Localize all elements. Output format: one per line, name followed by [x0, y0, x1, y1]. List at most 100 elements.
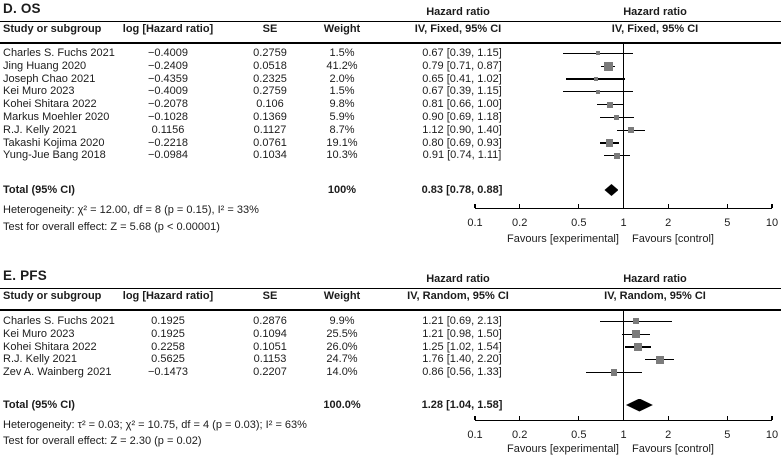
hr-ci-value: 0.65 [0.41, 1.02] [422, 72, 502, 85]
se-value: 0.1094 [253, 327, 287, 340]
se-value: 0.2876 [253, 315, 287, 327]
axis-tick-label: 1 [620, 429, 627, 441]
header-bottom-rule [0, 42, 781, 44]
axis-tick-label: 5 [724, 217, 731, 229]
hr-ci-value: 0.79 [0.71, 0.87] [422, 59, 502, 72]
weight-value: 19.1% [326, 136, 358, 149]
effect-square [633, 343, 642, 351]
weight-value: 1.5% [329, 85, 355, 98]
weight-value: 10.3% [326, 149, 358, 162]
col-header-hr-ci: Hazard ratio IV, Fixed, 95% CI [415, 6, 501, 36]
study-row: R.J. Kelly 2021 0.5625 0.1153 24.7% 1.76 [1.… [0, 353, 560, 366]
forest-plot-area: 0.1 0.2 0.5 1 2 5 10 [467, 43, 778, 229]
se-value: 0.106 [256, 98, 284, 111]
hr-header-line2: IV, Fixed, 95% CI [414, 23, 502, 35]
total-weight: 100.0% [323, 398, 361, 411]
header-bottom-rule [0, 309, 781, 311]
hr-header-line2: IV, Random, 95% CI [407, 290, 509, 302]
axis-tick [726, 415, 728, 420]
study-row: Takashi Kojima 2020 −0.2218 0.0761 19.1% 0.8… [0, 137, 560, 150]
no-effect-line [622, 311, 625, 420]
summary-diamond [625, 398, 653, 412]
study-row: Yung-Jue Bang 2018 −0.0984 0.1034 10.3% 0.91… [0, 149, 560, 162]
panel-pfs: E. PFS Hazard ratio IV, Random, 95% CI H… [0, 267, 781, 456]
summary-diamond [604, 184, 619, 196]
log-hr-value: 0.1925 [151, 315, 185, 327]
weight-value: 9.8% [329, 98, 355, 111]
se-value: 0.0761 [253, 136, 287, 149]
axis-tick [474, 203, 476, 208]
log-hr-value: −0.4359 [147, 72, 189, 85]
weight-value: 9.9% [329, 315, 355, 327]
study-name: Kei Muro 2023 [3, 327, 75, 340]
axis-tick [726, 203, 728, 208]
effect-square [610, 369, 618, 376]
axis-tick [519, 203, 521, 208]
plot-header-line1: Hazard ratio [623, 273, 687, 285]
overall-effect-note: Test for overall effect: Z = 2.30 (p = 0… [3, 434, 202, 447]
favours-left-label: Favours [experimental] [507, 443, 619, 455]
col-header-se: SE [262, 290, 278, 302]
axis-tick-label: 10 [765, 429, 779, 441]
x-axis-line [475, 208, 772, 210]
se-value: 0.2759 [253, 85, 287, 98]
study-row: Kohei Shitara 2022 −0.2078 0.106 9.8% 0.81 [… [0, 98, 560, 111]
weight-value: 25.5% [326, 327, 358, 340]
effect-square [632, 318, 639, 325]
overall-effect-note: Test for overall effect: Z = 5.68 (p < 0… [3, 220, 220, 233]
col-header-se: SE [262, 23, 278, 35]
log-hr-value: 0.2258 [151, 340, 185, 353]
log-hr-value: 0.5625 [151, 353, 185, 366]
hr-ci-value: 0.86 [0.56, 1.33] [422, 366, 502, 379]
study-row: R.J. Kelly 2021 0.1156 0.1127 8.7% 1.12 [0.9… [0, 124, 560, 137]
weight-value: 5.9% [329, 111, 355, 123]
header-top-rule [0, 287, 781, 289]
study-row: Kohei Shitara 2022 0.2258 0.1051 26.0% 1.25 … [0, 341, 560, 354]
effect-square [656, 355, 664, 364]
total-weight: 100% [327, 183, 357, 196]
hr-header-line1: Hazard ratio [426, 6, 490, 18]
total-hr-ci: 1.28 [1.04, 1.58] [421, 398, 503, 411]
axis-tick [771, 415, 773, 420]
log-hr-value: −0.2078 [147, 98, 189, 111]
effect-square [603, 61, 613, 71]
hr-ci-value: 0.81 [0.66, 1.00] [422, 98, 502, 111]
axis-tick-label: 0.5 [571, 429, 587, 441]
plot-header-line2: IV, Fixed, 95% CI [611, 23, 699, 35]
study-row: Kei Muro 2023 −0.4009 0.2759 1.5% 0.67 [0.39… [0, 85, 560, 98]
hr-ci-value: 1.21 [0.98, 1.50] [422, 327, 502, 340]
favours-right-label: Favours [control] [632, 233, 714, 245]
effect-square [593, 76, 598, 82]
study-name: Zev A. Wainberg 2021 [3, 366, 112, 379]
study-name: Markus Moehler 2020 [3, 111, 110, 123]
col-header-hr-ci: Hazard ratio IV, Random, 95% CI [407, 273, 509, 303]
axis-tick-label: 0.5 [571, 217, 587, 229]
hr-ci-value: 0.80 [0.69, 0.93] [422, 136, 502, 149]
total-row: Total (95% CI) 100% 0.83 [0.78, 0.88] [0, 184, 560, 197]
axis-tick [578, 415, 580, 420]
effect-square [595, 51, 600, 56]
log-hr-value: −0.1473 [147, 366, 189, 379]
hr-ci-value: 1.25 [1.02, 1.54] [422, 340, 502, 353]
study-row: Jing Huang 2020 −0.2409 0.0518 41.2% 0.79 [0… [0, 60, 560, 73]
hr-ci-value: 1.21 [0.69, 2.13] [422, 315, 502, 327]
study-name: Joseph Chao 2021 [3, 72, 96, 85]
se-value: 0.1127 [253, 123, 287, 136]
study-name: R.J. Kelly 2021 [3, 353, 77, 366]
study-row: Charles S. Fuchs 2021 −0.4009 0.2759 1.5% 0.… [0, 47, 560, 60]
study-row: Zev A. Wainberg 2021 −0.1473 0.2207 14.0% 0.… [0, 366, 560, 379]
plot-header-line2: IV, Random, 95% CI [604, 290, 706, 302]
hr-ci-value: 0.67 [0.39, 1.15] [422, 47, 502, 59]
favours-labels: Favours [experimental] Favours [control] [0, 233, 781, 246]
panel-os: D. OS Hazard ratio IV, Fixed, 95% CI Haz… [0, 1, 781, 246]
total-row: Total (95% CI) 100.0% 1.28 [1.04, 1.58] [0, 399, 560, 412]
no-effect-line [622, 43, 625, 208]
se-value: 0.2325 [253, 72, 287, 85]
axis-tick [474, 415, 476, 420]
header-top-rule [0, 20, 781, 22]
col-header-plot: Hazard ratio IV, Random, 95% CI [604, 273, 706, 303]
hr-header-line1: Hazard ratio [426, 273, 490, 285]
effect-square [595, 89, 600, 94]
panel-title: D. OS [3, 1, 41, 16]
